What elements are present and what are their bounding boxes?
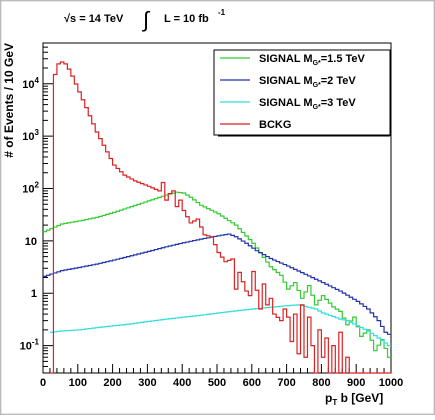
x-axis-title: pT b [GeV]	[325, 391, 383, 407]
axis-ticks	[42, 42, 392, 374]
x-tick-label: 0	[40, 377, 46, 389]
y-axis-title: # of Events / 10 GeV	[2, 43, 16, 158]
x-tick-labels: 0 100 200 300 400 500 600 700 800 900 1000	[40, 377, 403, 389]
x-tick-label: 500	[208, 377, 226, 389]
integral-symbol: ∫	[141, 7, 151, 32]
series-line-2	[49, 304, 391, 347]
y-tick-label: 103	[22, 128, 39, 143]
series-layer	[43, 61, 391, 374]
x-tick-label: 200	[103, 377, 121, 389]
x-tick-label: 700	[277, 377, 295, 389]
series-line-0	[43, 191, 391, 358]
legend-entry-signal-2: SIGNAL MG*=2 TeV	[259, 75, 356, 89]
legend: SIGNAL MG*=1.5 TeV SIGNAL MG*=2 TeV SIGN…	[213, 49, 392, 137]
x-tick-label: 100	[69, 377, 87, 389]
luminosity-exponent: -1	[218, 8, 226, 17]
x-tick-label: 800	[312, 377, 330, 389]
energy-label: √s = 14 TeV	[64, 13, 124, 25]
legend-entry-signal-3: SIGNAL MG*=3 TeV	[259, 97, 356, 111]
x-tick-label: 600	[243, 377, 261, 389]
y-tick-label: 10-1	[20, 338, 40, 353]
legend-box	[213, 49, 391, 136]
y-tick-label: 1	[31, 288, 37, 300]
x-tick-label: 900	[347, 377, 365, 389]
x-tick-label: 1000	[379, 377, 403, 389]
series-line-3	[49, 61, 391, 374]
x-tick-label: 400	[173, 377, 191, 389]
y-tick-label: 102	[22, 180, 39, 195]
legend-entry-bckg: BCKG	[259, 119, 291, 131]
y-tick-label: 10	[25, 236, 37, 248]
x-tick-label: 300	[138, 377, 156, 389]
y-tick-labels: 10-1 1 10 102 103 104	[20, 76, 40, 353]
legend-entry-signal-1p5: SIGNAL MG*=1.5 TeV	[259, 53, 366, 67]
y-tick-label: 104	[22, 76, 39, 91]
luminosity-label: L = 10 fb	[164, 13, 209, 25]
series-line-1	[43, 233, 391, 335]
